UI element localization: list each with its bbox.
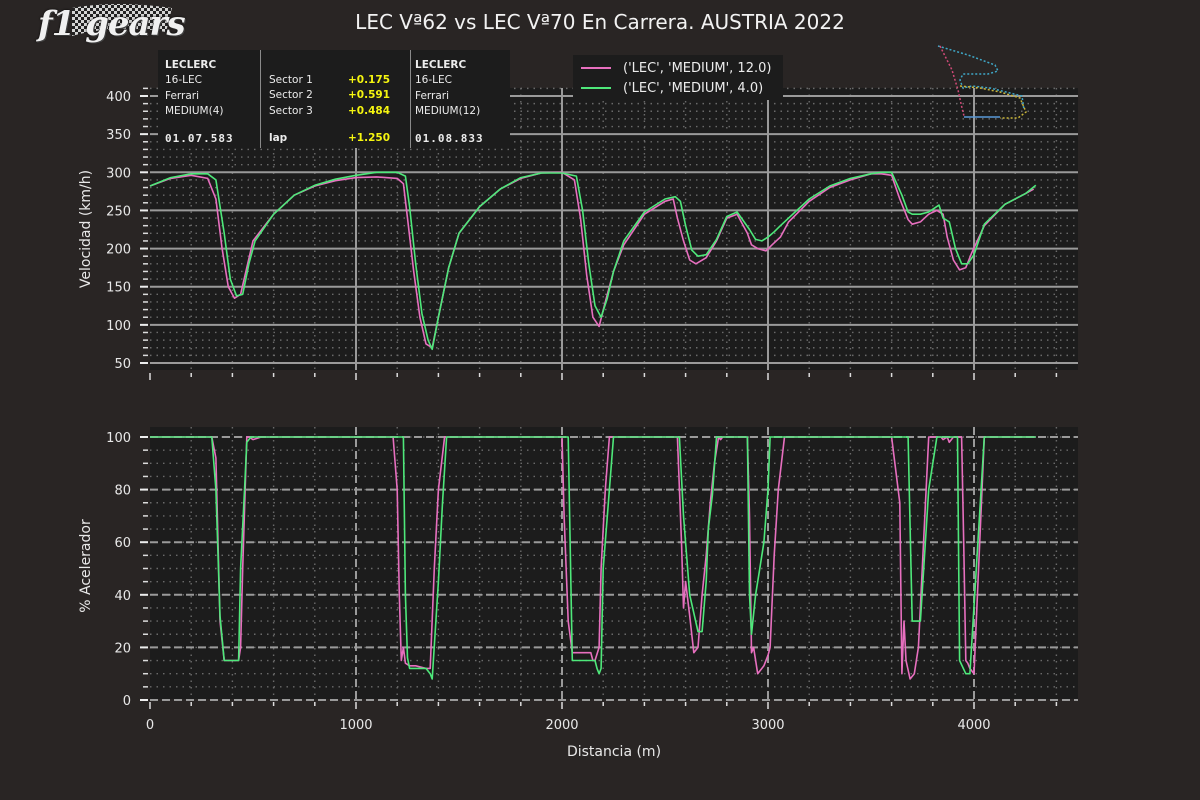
lap-label: lap — [269, 131, 288, 144]
series-line — [150, 436, 1036, 680]
divider — [410, 50, 411, 148]
y-tick-label: 60 — [114, 536, 131, 551]
logo-text: f1 gears — [38, 4, 186, 44]
divider — [260, 50, 261, 148]
throttle-y-axis-label: % Acelerador — [78, 519, 94, 613]
x-tick-label: 3000 — [751, 718, 784, 733]
legend-label: ('LEC', 'MEDIUM', 12.0) — [623, 60, 772, 76]
driver-a-info: LECLERC 16-LEC Ferrari MEDIUM(4) 01.07.5… — [165, 58, 234, 156]
series-line — [149, 171, 1037, 351]
checkered-flag-icon — [72, 4, 172, 36]
track-map-icon — [937, 45, 1027, 119]
chart-title: LEC Vª62 vs LEC Vª70 En Carrera. AUSTRIA… — [355, 10, 845, 34]
legend-swatch-green — [581, 87, 611, 89]
speed-axes: 50 100 150 200 250 300 350 400 — [106, 87, 1058, 380]
legend-item: ('LEC', 'MEDIUM', 4.0) — [581, 79, 763, 97]
y-tick-label: 80 — [114, 484, 131, 499]
throttle-series — [150, 436, 1036, 680]
throttle-plot-area — [150, 427, 1078, 699]
legend-swatch-pink — [581, 67, 611, 69]
y-tick-label: 20 — [114, 641, 131, 656]
sector-3-delta: +0.484 — [348, 104, 391, 117]
driver-b-info: LECLERC 16-LEC Ferrari MEDIUM(12) 01.08.… — [415, 58, 484, 156]
speed-series — [149, 171, 1037, 351]
y-tick-label: 400 — [106, 90, 131, 105]
lap-delta: +1.250 — [348, 131, 391, 144]
sector-2-label: Sector 2 — [269, 89, 313, 102]
driver-b-team: Ferrari — [415, 89, 450, 102]
sector-1-delta: +0.175 — [348, 74, 391, 86]
sector-3-label: Sector 3 — [269, 104, 313, 117]
legend: ('LEC', 'MEDIUM', 12.0) ('LEC', 'MEDIUM'… — [573, 55, 783, 100]
y-tick-label: 0 — [123, 694, 131, 709]
driver-a-tyre: MEDIUM(4) — [165, 104, 224, 117]
series-line — [150, 436, 1036, 680]
driver-b-tyre: MEDIUM(12) — [415, 104, 481, 117]
legend-label: ('LEC', 'MEDIUM', 4.0) — [623, 80, 764, 96]
sector-2-delta: +0.591 — [348, 89, 391, 102]
logo: f1 gears — [36, 2, 196, 50]
legend-item: ('LEC', 'MEDIUM', 12.0) — [581, 59, 771, 77]
driver-b-name: LECLERC — [415, 59, 467, 71]
x-tick-label: 1000 — [339, 718, 372, 733]
sector-1-label: Sector 1 — [269, 74, 313, 86]
lap-comparison-box: LECLERC 16-LEC Ferrari MEDIUM(4) 01.07.5… — [158, 50, 510, 148]
driver-a-code: 16-LEC — [165, 74, 202, 87]
y-tick-label: 200 — [106, 243, 131, 258]
y-tick-label: 150 — [106, 281, 131, 296]
speed-y-axis-label: Velocidad (km/h) — [78, 170, 94, 288]
y-tick-label: 50 — [114, 357, 131, 372]
y-tick-label: 100 — [106, 431, 131, 446]
x-tick-label: 0 — [146, 718, 154, 733]
x-tick-label: 4000 — [957, 718, 990, 733]
sector-labels: Sector 1 Sector 2 Sector 3 lap — [269, 73, 313, 171]
driver-a-laptime: 01.07.583 — [165, 132, 234, 146]
x-axis-label: Distancia (m) — [567, 744, 661, 760]
driver-a-name: LECLERC — [165, 59, 217, 71]
x-tick-label: 2000 — [545, 718, 578, 733]
y-tick-label: 350 — [106, 128, 131, 143]
sector-deltas: +0.175 +0.591 +0.484 +1.250 — [348, 73, 390, 171]
driver-b-laptime: 01.08.833 — [415, 132, 484, 146]
y-tick-label: 300 — [106, 166, 131, 181]
y-tick-label: 100 — [106, 319, 131, 334]
y-tick-label: 40 — [114, 589, 131, 604]
y-tick-label: 250 — [106, 204, 131, 219]
driver-b-code: 16-LEC — [415, 74, 452, 87]
driver-a-team: Ferrari — [165, 89, 200, 102]
